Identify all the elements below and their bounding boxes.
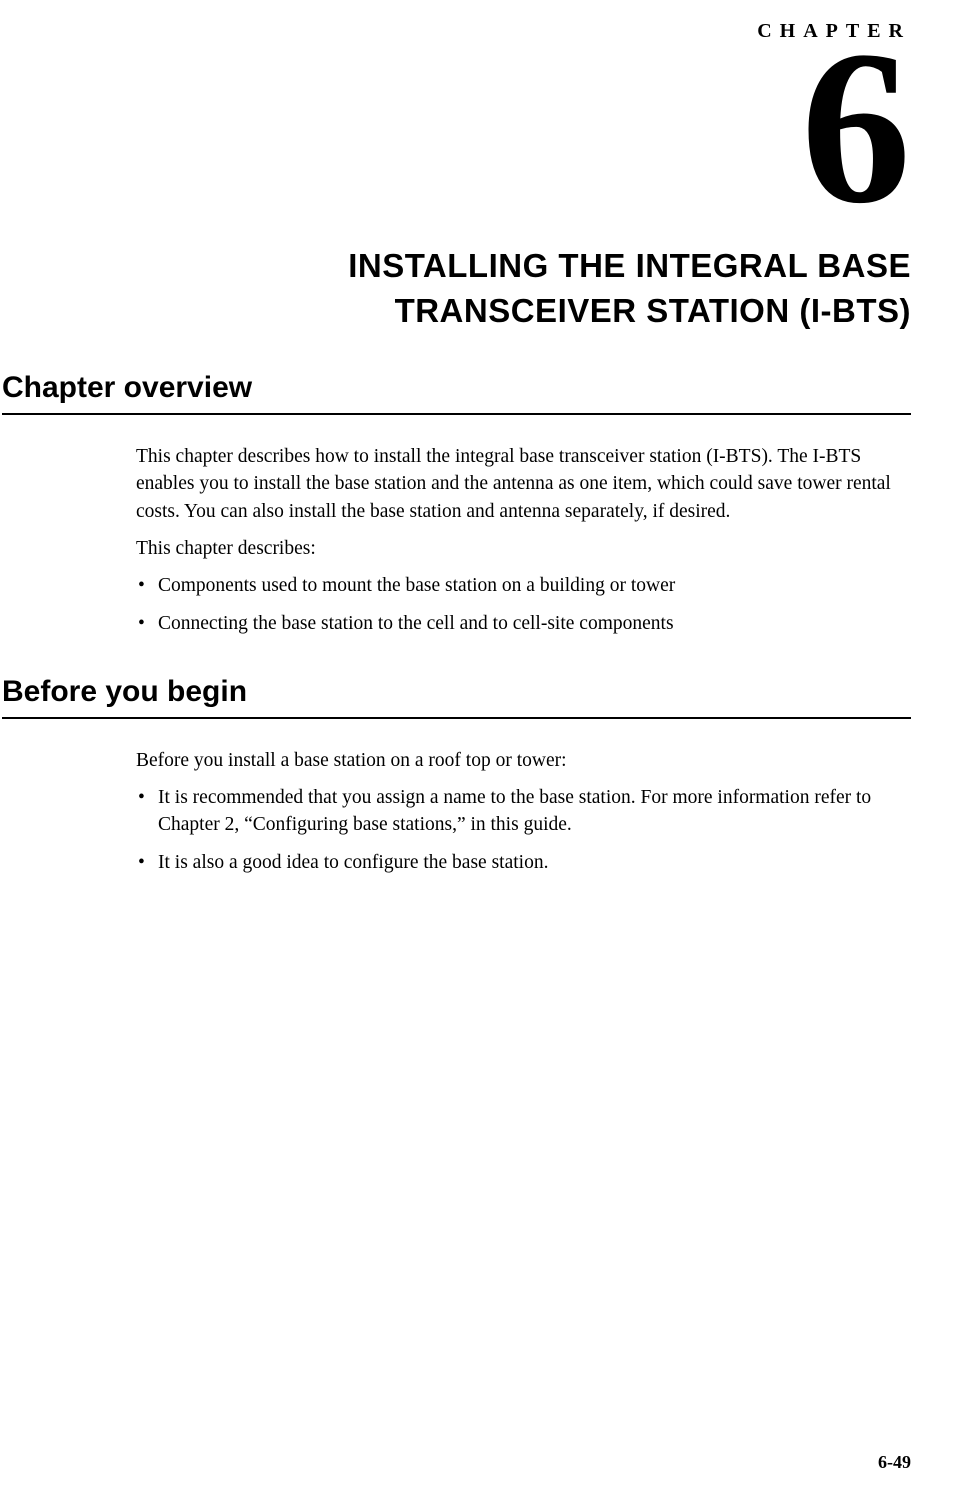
chapter-header: CHAPTER 6 [64, 0, 911, 226]
document-page: CHAPTER 6 INSTALLING THE INTEGRAL BASE T… [0, 0, 975, 1503]
chapter-number: 6 [64, 28, 911, 226]
overview-bullet-list: Components used to mount the base statio… [136, 572, 911, 637]
before-bullet-list: It is recommended that you assign a name… [136, 784, 911, 876]
chapter-title: INSTALLING THE INTEGRAL BASE TRANSCEIVER… [64, 244, 911, 333]
chapter-title-line2: TRANSCEIVER STATION (I-BTS) [395, 292, 911, 329]
before-bullet-2: It is also a good idea to configure the … [136, 849, 911, 876]
before-bullet-1: It is recommended that you assign a name… [136, 784, 911, 839]
before-paragraph-1: Before you install a base station on a r… [136, 747, 911, 774]
overview-bullet-1: Components used to mount the base statio… [136, 572, 911, 599]
page-number: 6-49 [878, 1452, 911, 1473]
overview-paragraph-1: This chapter describes how to install th… [136, 443, 911, 525]
section-heading-before: Before you begin [2, 675, 911, 719]
overview-paragraph-2: This chapter describes: [136, 535, 911, 562]
chapter-title-line1: INSTALLING THE INTEGRAL BASE [348, 247, 911, 284]
overview-bullet-2: Connecting the base station to the cell … [136, 610, 911, 637]
section-heading-overview: Chapter overview [2, 371, 911, 415]
